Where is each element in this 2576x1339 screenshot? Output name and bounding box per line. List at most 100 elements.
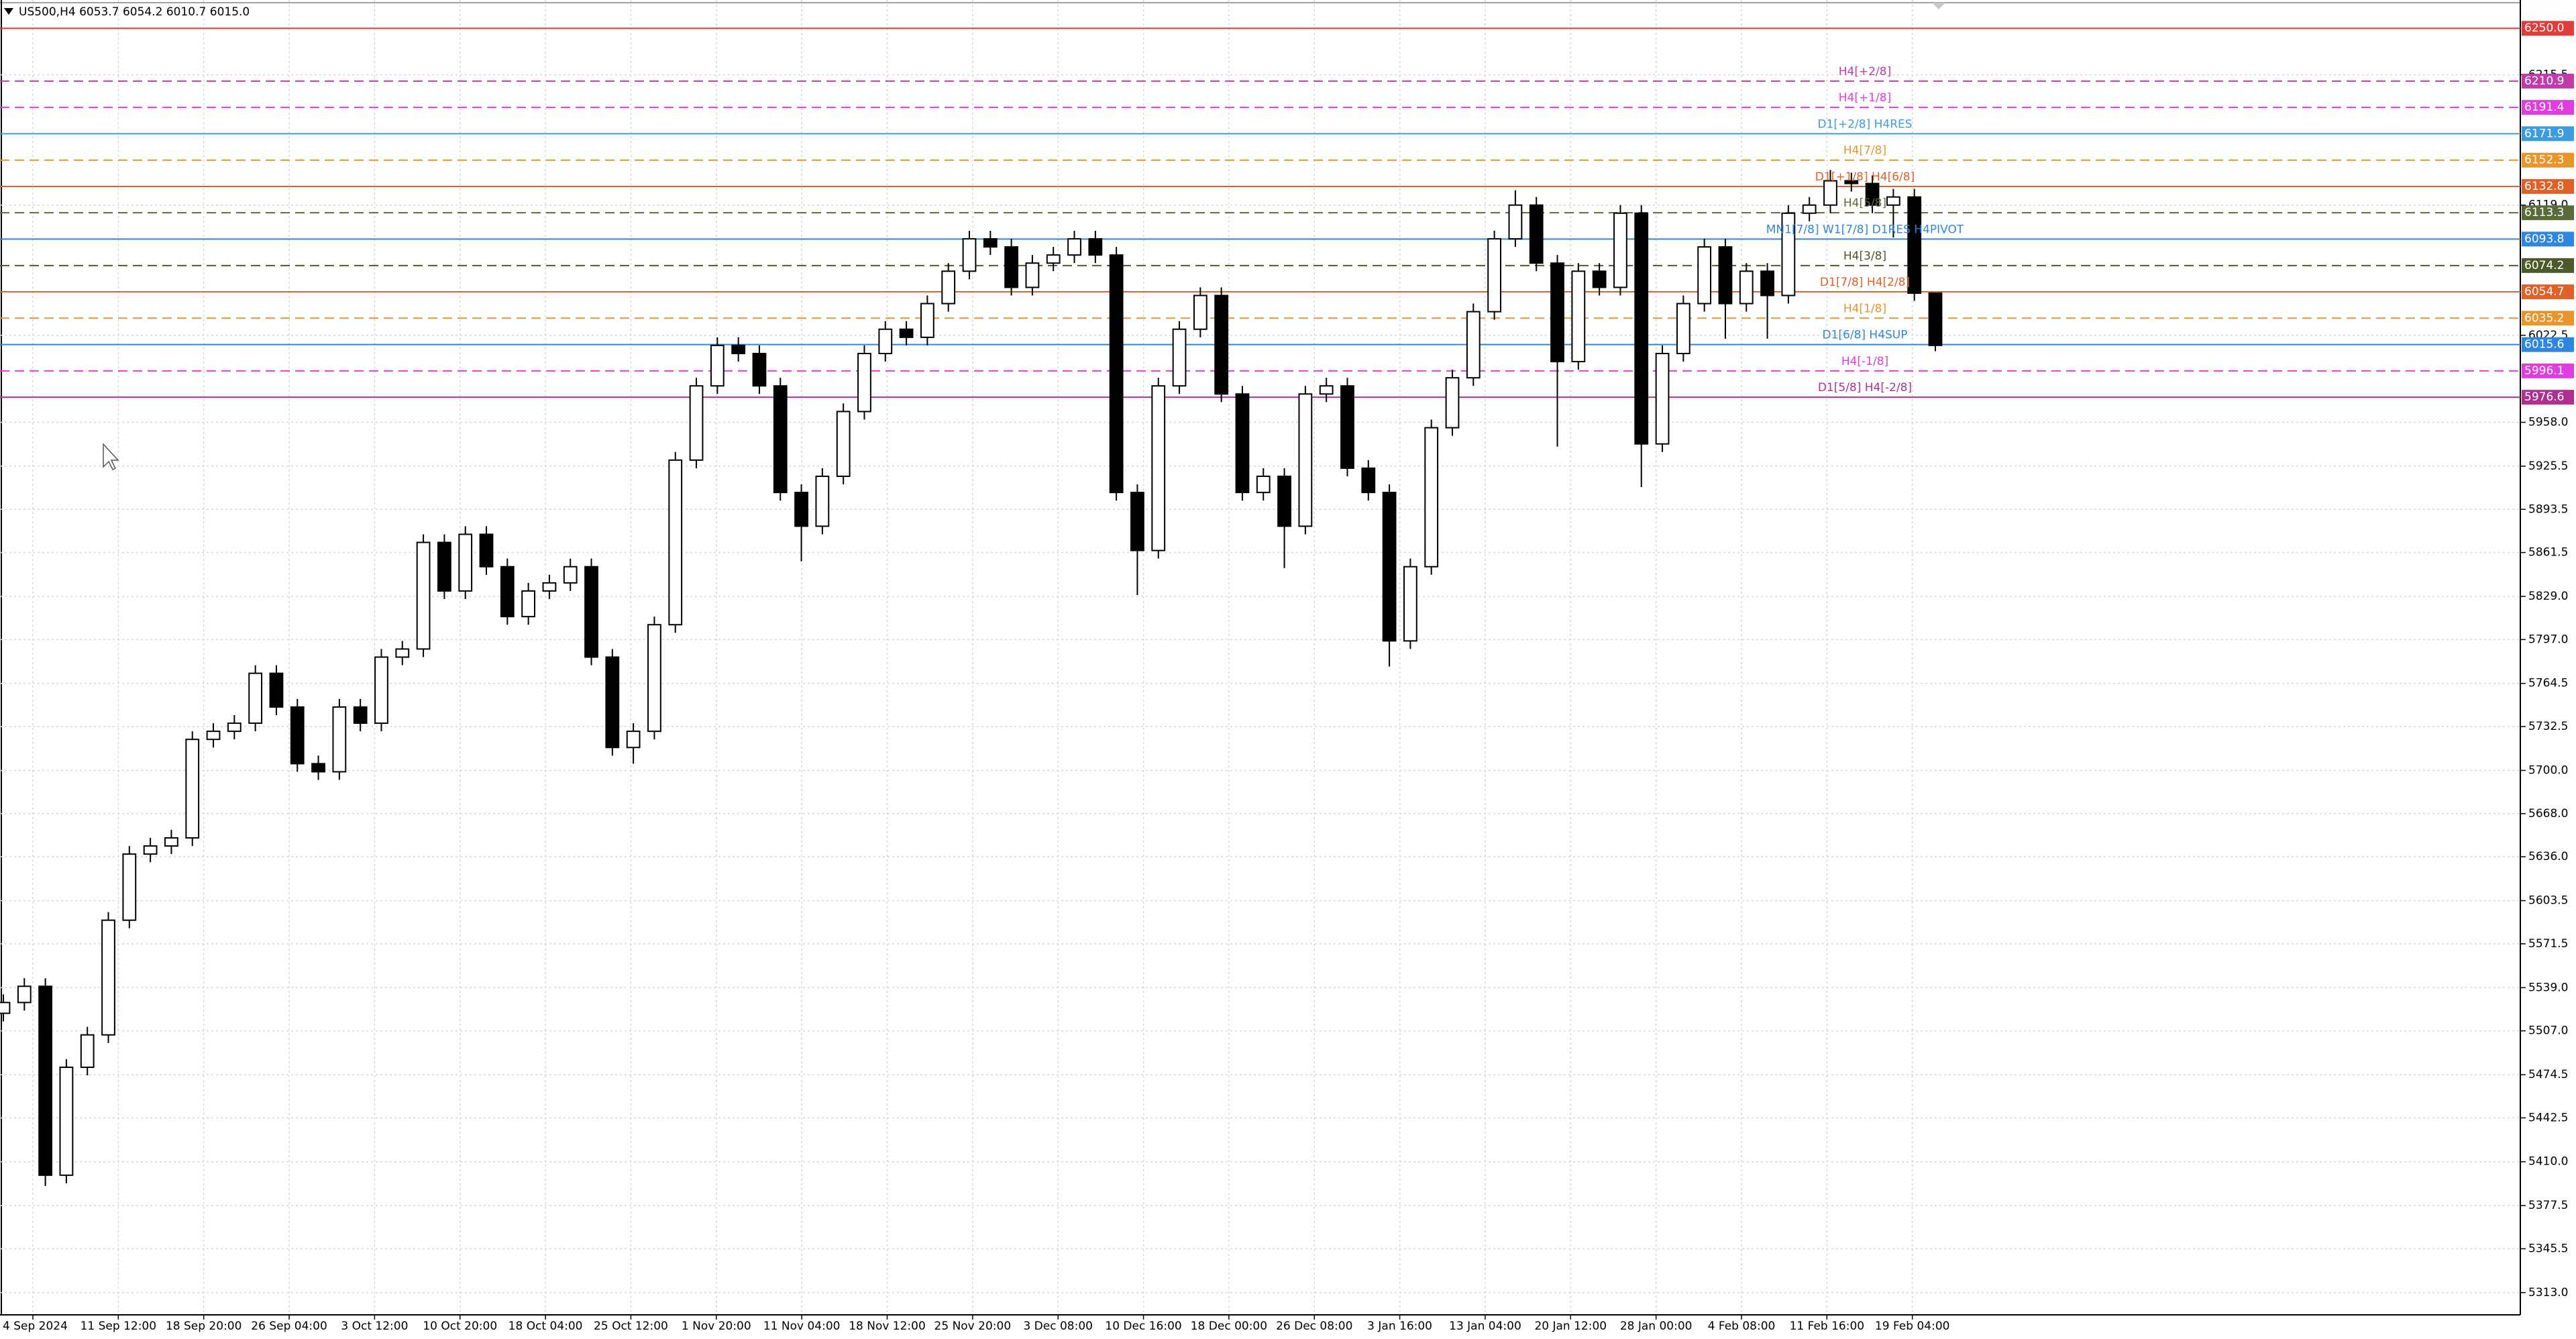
candle-body xyxy=(1193,294,1208,330)
candle-body xyxy=(815,475,830,527)
level-price-box xyxy=(2522,363,2574,378)
y-tick-label: 5571.5 xyxy=(2528,937,2568,951)
candle-body xyxy=(1445,377,1460,429)
y-tick-label: 5829.0 xyxy=(2528,590,2568,603)
candle-body xyxy=(437,541,451,592)
level-name: H4[+2/8] xyxy=(1839,65,1891,78)
y-tick-label: 5797.0 xyxy=(2528,633,2568,646)
x-tick-label: 18 Sep 20:00 xyxy=(166,1320,241,1333)
level-name: H4[-1/8] xyxy=(1841,355,1888,368)
level-price-label: 6132.8 xyxy=(2524,180,2564,193)
x-tick-label: 10 Dec 16:00 xyxy=(1105,1320,1181,1333)
level-name: H4[7/8] xyxy=(1843,144,1886,158)
x-tick-label: 3 Dec 08:00 xyxy=(1023,1320,1093,1333)
level-price-label: 6250.0 xyxy=(2524,21,2564,35)
level-price-label: 6191.4 xyxy=(2524,101,2564,114)
candle-body xyxy=(1529,204,1544,264)
candle-body xyxy=(248,672,263,725)
candle-body xyxy=(794,492,808,527)
y-tick-label: 5764.5 xyxy=(2528,677,2568,690)
candle-body xyxy=(1823,180,1837,206)
grid-layer xyxy=(0,0,2526,1320)
candle-body xyxy=(1592,270,1607,288)
y-tick-label: 5732.5 xyxy=(2528,720,2568,733)
candle-body xyxy=(1004,246,1019,288)
candle-body xyxy=(1739,270,1754,305)
x-tick-label: 25 Oct 12:00 xyxy=(594,1320,668,1333)
level-price-box xyxy=(2522,311,2574,326)
level-name: H4[3/8] xyxy=(1843,250,1886,263)
candle-body xyxy=(1235,393,1250,494)
candle-body xyxy=(311,763,325,773)
label-layer: 6215.56119.06022.55958.05925.55893.55861… xyxy=(3,21,2574,1333)
candle-body xyxy=(416,541,431,650)
candle-layer xyxy=(0,170,1943,1186)
x-tick-label: 26 Sep 04:00 xyxy=(251,1320,327,1333)
candle-body xyxy=(17,985,32,1004)
level-name: MN1[7/8] W1[7/8] D1RES H4PIVOT xyxy=(1766,223,1964,236)
candle-body xyxy=(1613,212,1627,288)
candle-body xyxy=(80,1034,95,1068)
candle-body xyxy=(920,303,934,338)
y-tick-label: 5410.0 xyxy=(2528,1155,2568,1169)
level-price-box xyxy=(2522,178,2574,194)
y-tick-label: 5668.0 xyxy=(2528,807,2568,820)
level-price-box xyxy=(2522,126,2574,142)
x-tick-label: 1 Nov 20:00 xyxy=(682,1320,751,1333)
y-tick-label: 5958.0 xyxy=(2528,416,2568,429)
level-price-label: 6093.8 xyxy=(2524,232,2564,246)
y-tick-label: 5507.0 xyxy=(2528,1024,2568,1038)
candle-body xyxy=(1256,475,1271,494)
y-tick-label: 5861.5 xyxy=(2528,546,2568,559)
candle-body xyxy=(1025,262,1040,288)
mouse-cursor xyxy=(103,443,119,471)
candle-body xyxy=(1340,385,1354,469)
candle-body xyxy=(500,566,515,618)
level-price-label: 6035.2 xyxy=(2524,311,2564,325)
y-tick-label: 5474.5 xyxy=(2528,1068,2568,1081)
level-price-box xyxy=(2522,100,2574,115)
level-price-label: 6054.7 xyxy=(2524,285,2564,299)
candle-body xyxy=(983,237,998,248)
candle-body xyxy=(752,352,767,387)
x-tick-label: 13 Jan 04:00 xyxy=(1449,1320,1521,1333)
level-price-label: 5976.6 xyxy=(2524,390,2564,404)
candle-body xyxy=(353,706,368,725)
x-tick-label: 11 Nov 04:00 xyxy=(763,1320,841,1333)
candle-body xyxy=(857,352,871,413)
x-tick-label: 19 Feb 04:00 xyxy=(1875,1320,1950,1333)
candle-body xyxy=(1781,212,1796,297)
candle-body xyxy=(1928,292,1943,346)
candle-body xyxy=(899,328,914,338)
candle-body xyxy=(1844,180,1859,184)
x-tick-label: 11 Feb 16:00 xyxy=(1790,1320,1865,1333)
level-price-label: 6113.3 xyxy=(2524,206,2564,219)
x-tick-label: 3 Oct 12:00 xyxy=(341,1320,408,1333)
chart-title: US500,H4 6053.7 6054.2 6010.7 6015.0 xyxy=(19,5,250,19)
candle-body xyxy=(122,853,137,921)
y-tick-label: 5636.0 xyxy=(2528,850,2568,863)
candle-body xyxy=(1361,467,1376,494)
x-tick-label: 18 Dec 00:00 xyxy=(1191,1320,1267,1333)
candle-body xyxy=(101,919,115,1036)
y-tick-label: 5603.5 xyxy=(2528,894,2568,908)
y-tick-label: 5539.0 xyxy=(2528,981,2568,994)
candle-body xyxy=(143,845,158,855)
level-price-box xyxy=(2522,337,2574,352)
candle-body xyxy=(479,533,494,568)
y-tick-label: 5345.5 xyxy=(2528,1242,2568,1255)
candle-body xyxy=(164,837,178,847)
candle-body xyxy=(1277,475,1291,527)
menu-arrow[interactable] xyxy=(4,8,13,15)
x-tick-label: 26 Dec 08:00 xyxy=(1276,1320,1352,1333)
candle-body xyxy=(563,566,578,584)
candle-body xyxy=(290,706,305,765)
level-price-box xyxy=(2522,284,2574,300)
level-layer xyxy=(0,28,2520,398)
candle-body xyxy=(836,411,851,477)
candle-body xyxy=(1655,352,1670,445)
candle-body xyxy=(1886,196,1900,206)
candle-body xyxy=(0,1002,11,1014)
